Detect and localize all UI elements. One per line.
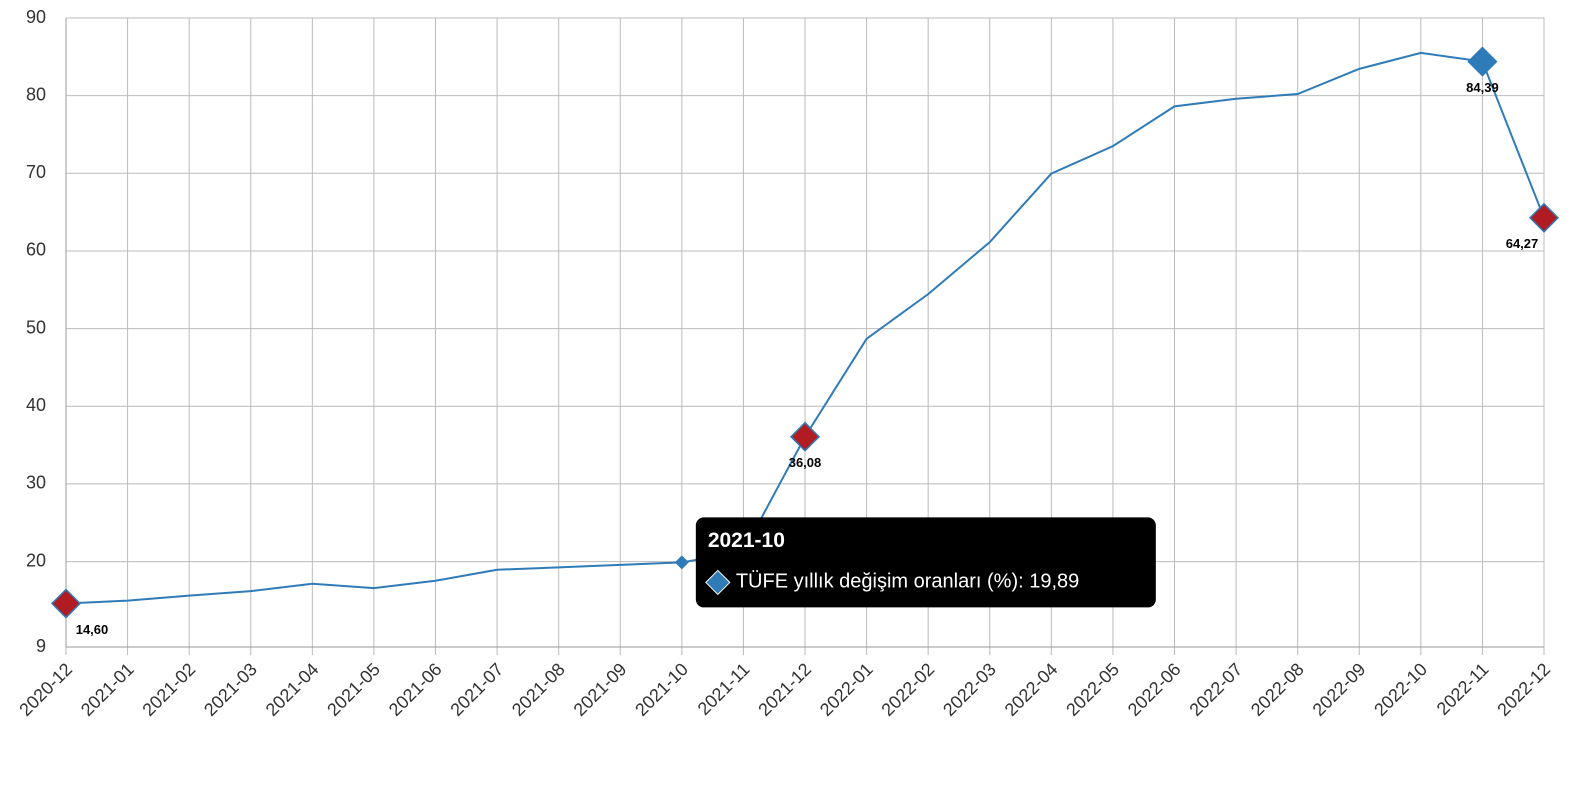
tooltip-icon: [705, 569, 731, 596]
tooltip: 2021-10 TÜFE yıllık değişim oranları (%):…: [695, 517, 1156, 608]
x-tick-label: 2021-02: [138, 659, 199, 720]
x-tick-label: 2021-04: [262, 659, 323, 720]
data-label: 64,27: [1506, 236, 1539, 251]
point-marker: [50, 588, 82, 619]
x-tick-label: 2021-11: [694, 659, 754, 719]
y-tick-label: 80: [26, 84, 46, 104]
hover-marker: [674, 555, 689, 570]
x-tick-label: 2020-12: [15, 659, 76, 720]
y-tick-label: 9: [36, 636, 46, 656]
y-tick-label: 90: [26, 7, 46, 27]
x-tick-label: 2022-03: [939, 659, 1000, 720]
y-tick-label: 40: [26, 395, 46, 415]
x-tick-label: 2022-12: [1493, 659, 1554, 720]
x-tick-label: 2022-01: [816, 659, 877, 720]
tooltip-title: 2021-10: [708, 529, 785, 552]
x-tick-label: 2022-06: [1124, 659, 1185, 720]
y-tick-label: 30: [26, 473, 46, 493]
tooltip-box: [695, 517, 1156, 608]
x-tick-label: 2022-04: [1001, 659, 1062, 720]
tooltip-text: TÜFE yıllık değişim oranları (%): 19,89: [736, 571, 1079, 593]
x-tick-label: 2021-12: [754, 659, 815, 720]
point-marker: [1467, 46, 1498, 77]
x-tick-label: 2022-02: [877, 659, 938, 720]
x-tick-label: 2021-05: [323, 659, 384, 720]
x-tick-label: 2021-09: [570, 659, 631, 720]
x-tick-label: 2022-09: [1309, 659, 1370, 720]
y-tick-label: 70: [26, 162, 46, 182]
y-tick-label: 50: [26, 317, 46, 337]
x-tick-label: 2021-07: [446, 659, 507, 720]
x-tick-label: 2022-08: [1247, 659, 1308, 720]
point-marker: [1528, 202, 1560, 233]
x-tick-label: 2021-03: [200, 659, 261, 720]
x-tick-label: 2022-11: [1433, 659, 1493, 719]
data-label: 14,60: [76, 622, 109, 637]
data-label: 84,39: [1466, 80, 1499, 95]
y-tick-label: 20: [26, 550, 46, 570]
x-tick-label: 2021-01: [77, 659, 138, 720]
y-tick-label: 60: [26, 240, 46, 260]
data-label: 36,08: [789, 455, 822, 470]
x-tick-label: 2021-08: [508, 659, 569, 720]
x-tick-label: 2022-10: [1370, 659, 1431, 720]
x-tick-label: 2021-10: [631, 659, 692, 720]
x-tick-label: 2022-05: [1062, 659, 1123, 720]
point-marker: [789, 421, 821, 452]
x-tick-label: 2022-07: [1185, 659, 1246, 720]
x-tick-label: 2021-06: [385, 659, 446, 720]
